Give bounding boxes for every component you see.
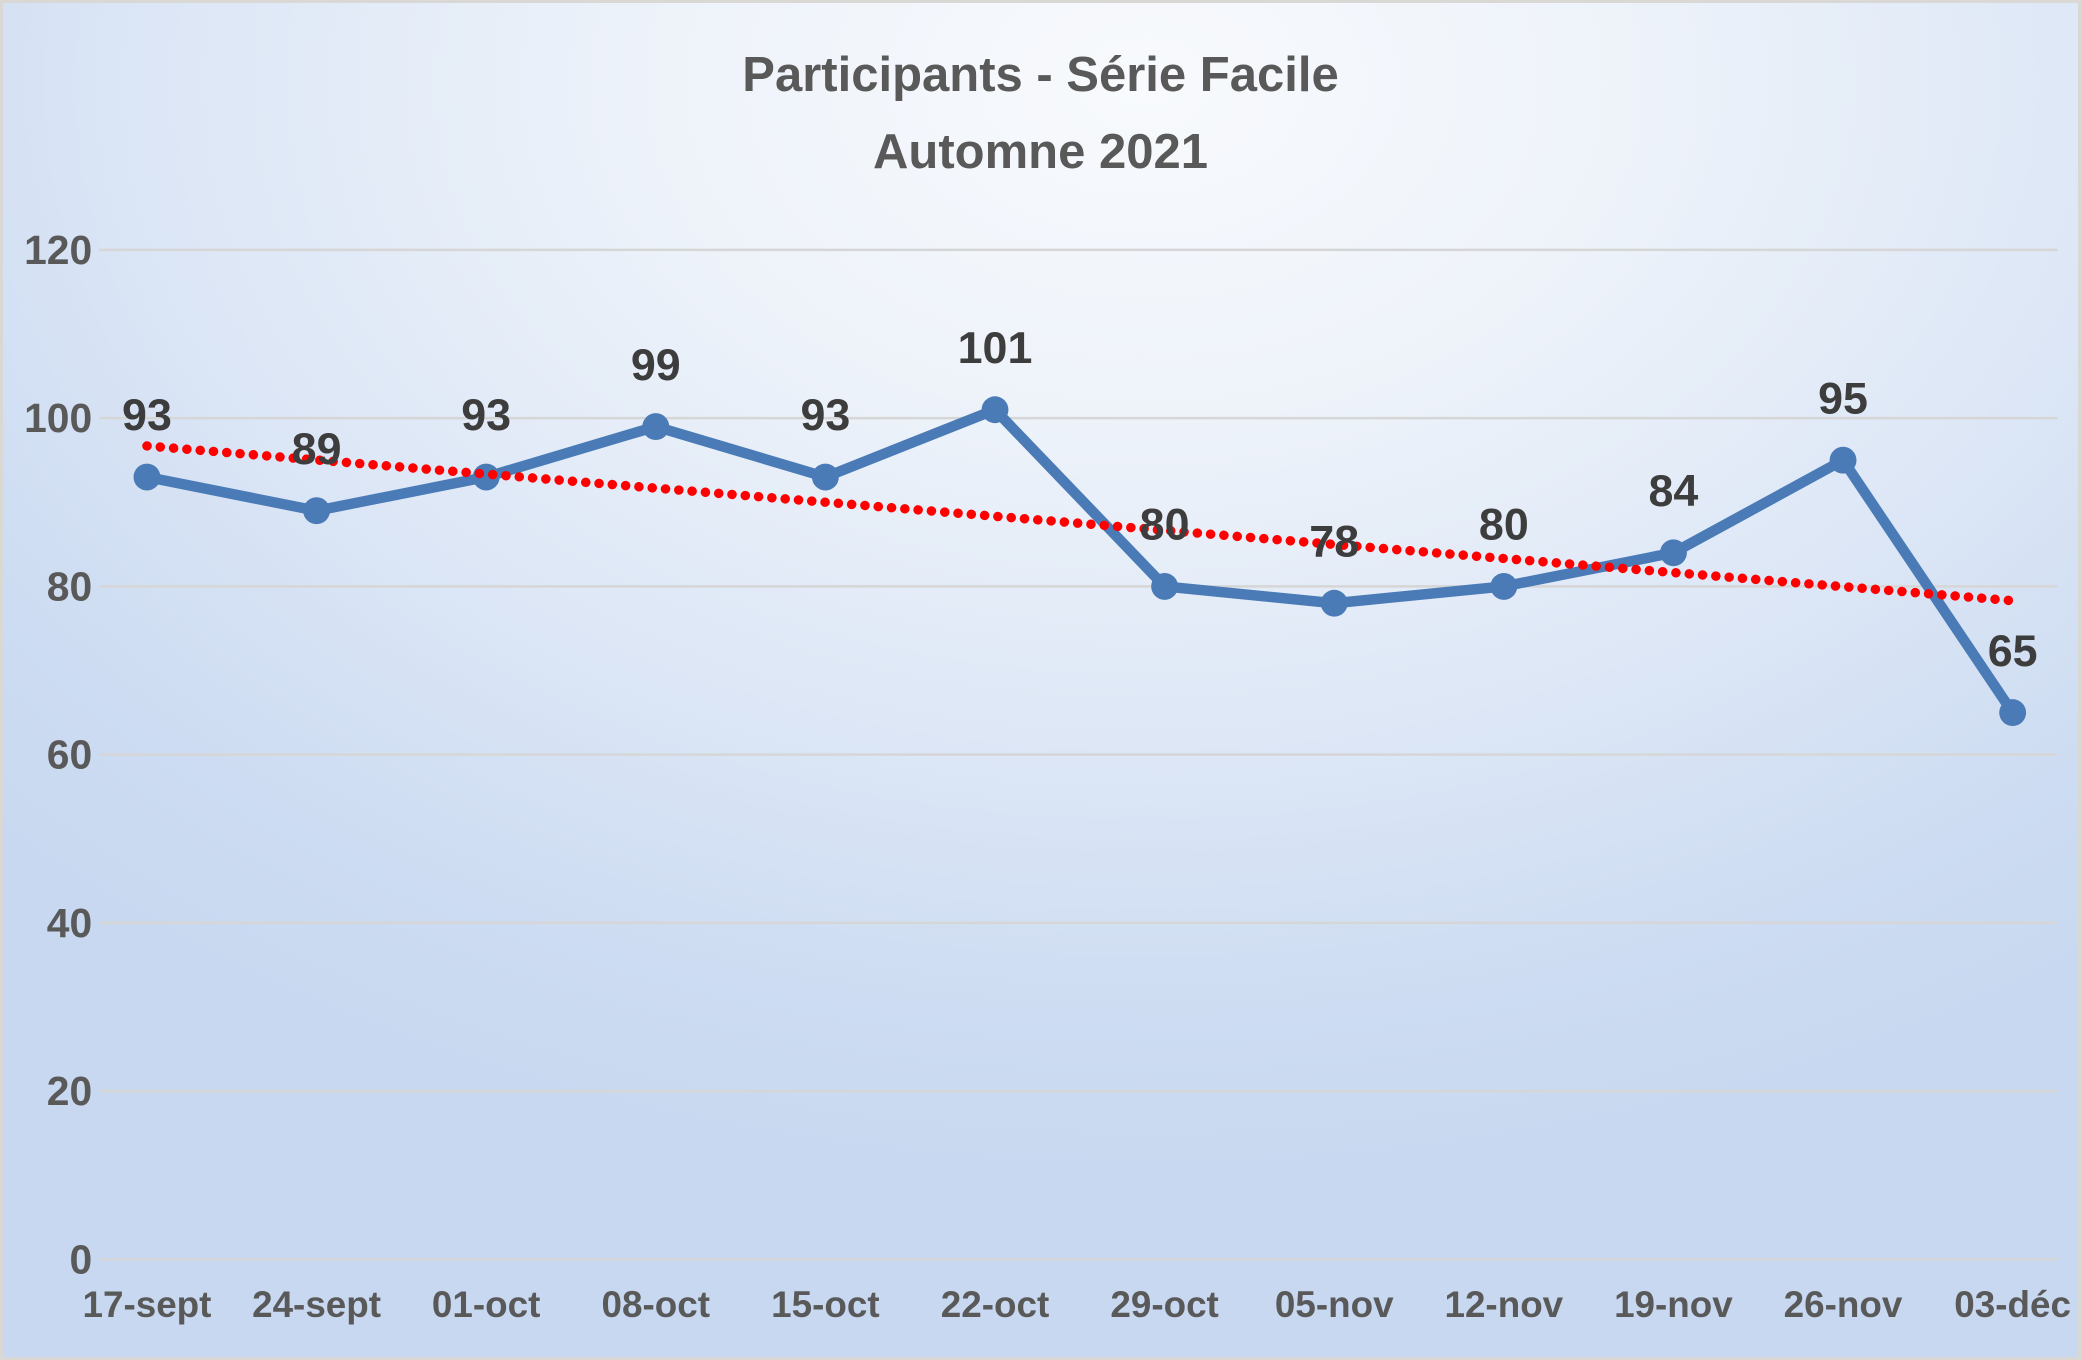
data-point-marker: [303, 497, 331, 525]
data-labels-group: 93 89 93 99 93 101 80 78 80 84 95 65: [122, 323, 2038, 676]
x-axis-tick-label: 17-sept: [82, 1284, 211, 1325]
data-point-label: 80: [1479, 500, 1529, 550]
data-point-marker: [1151, 572, 1179, 600]
series-group: [133, 396, 2027, 727]
y-axis-tick-label: 60: [47, 732, 92, 778]
x-axis-tick-label: 19-nov: [1614, 1284, 1733, 1325]
data-point-marker: [1999, 699, 2027, 727]
data-point-marker: [642, 413, 670, 441]
x-axis-labels-group: 17-sept 24-sept 01-oct 08-oct 15-oct 22-oct 29…: [82, 1284, 2071, 1325]
data-point-label: 65: [1988, 626, 2038, 676]
x-axis-tick-label: 26-nov: [1784, 1284, 1903, 1325]
line-chart-canvas: 0 20 40 60 80 100 120 17-sept 24-sept 01-oct 08-o…: [24, 227, 2071, 1325]
data-point-marker: [811, 463, 839, 491]
y-axis-tick-label: 80: [47, 563, 92, 609]
data-point-marker: [1320, 589, 1348, 617]
x-axis-tick-label: 22-oct: [941, 1284, 1049, 1325]
x-axis-tick-label: 24-sept: [252, 1284, 381, 1325]
chart-title-line1: Participants - Série Facile: [742, 48, 1339, 102]
data-point-label: 95: [1818, 373, 1868, 423]
data-point-label: 93: [800, 390, 850, 440]
chart-title-line2: Automne 2021: [873, 125, 1208, 179]
data-point-label: 101: [958, 323, 1033, 373]
data-point-label: 93: [122, 390, 172, 440]
data-point-label: 93: [461, 390, 511, 440]
data-point-label: 89: [292, 424, 342, 474]
x-axis-tick-label: 01-oct: [432, 1284, 540, 1325]
data-point-label: 80: [1140, 500, 1190, 550]
x-axis-tick-label: 05-nov: [1275, 1284, 1394, 1325]
data-point-marker: [133, 463, 161, 491]
y-axis-tick-label: 100: [24, 395, 92, 441]
data-point-label: 84: [1649, 466, 1699, 516]
gridlines-group: [99, 248, 2058, 1261]
data-point-label: 99: [631, 340, 681, 390]
trendline-group: [142, 441, 2018, 606]
y-axis-labels-group: 0 20 40 60 80 100 120: [24, 227, 92, 1283]
data-point-marker: [1659, 539, 1687, 567]
y-axis-tick-label: 20: [47, 1068, 92, 1114]
x-axis-tick-label: 03-déc: [1954, 1284, 2071, 1325]
data-point-label: 78: [1309, 516, 1359, 566]
chart-title: Participants - Série Facile Automne 2021: [3, 37, 2078, 191]
x-axis-tick-label: 15-oct: [771, 1284, 879, 1325]
x-axis-tick-label: 08-oct: [602, 1284, 710, 1325]
y-axis-tick-label: 120: [24, 227, 92, 273]
linear-trendline: [142, 441, 2018, 606]
x-axis-tick-label: 29-oct: [1110, 1284, 1218, 1325]
data-point-marker: [1829, 446, 1857, 474]
y-axis-tick-label: 0: [69, 1236, 92, 1282]
y-axis-tick-label: 40: [47, 900, 92, 946]
series-line-participants: [141, 404, 2018, 718]
x-axis-tick-label: 12-nov: [1444, 1284, 1563, 1325]
data-point-marker: [981, 396, 1009, 424]
data-point-marker: [1490, 572, 1518, 600]
